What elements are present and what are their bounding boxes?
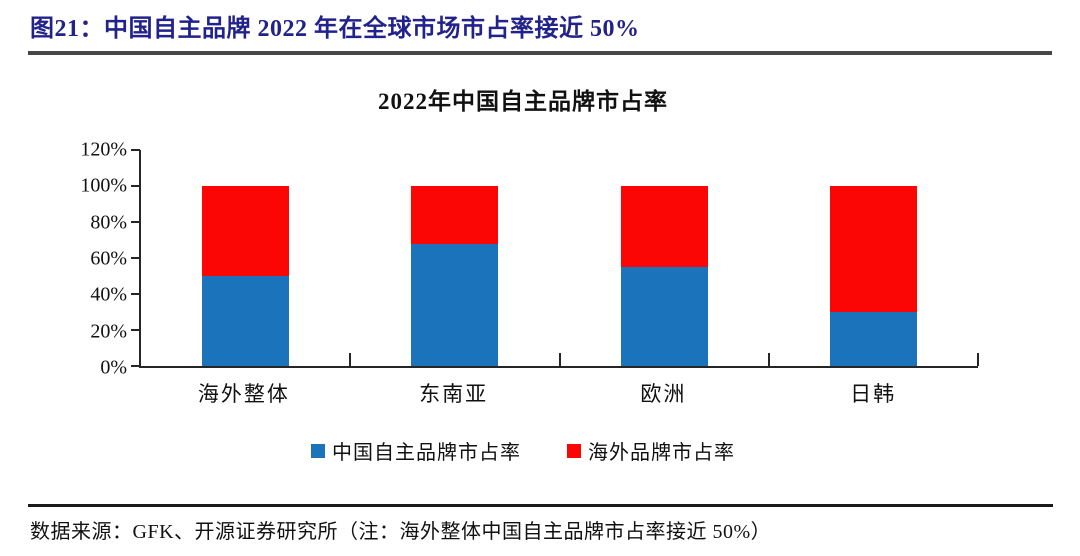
source-footer: 数据来源：GFK、开源证券研究所（注：海外整体中国自主品牌市占率接近 50%） — [28, 504, 1053, 544]
y-tick-mark — [131, 329, 140, 332]
bar-segment — [620, 267, 708, 366]
bar-slot — [350, 150, 559, 366]
y-tick-label: 120% — [80, 138, 127, 161]
figure-header: 图21：中国自主品牌 2022 年在全球市场市占率接近 50% — [28, 4, 1052, 55]
x-category-label: 欧洲 — [640, 382, 687, 406]
y-tick-mark — [131, 185, 140, 187]
y-tick-mark — [131, 257, 140, 259]
x-category-label: 东南亚 — [419, 382, 489, 406]
bar-segment — [411, 186, 499, 244]
stacked-bar — [411, 186, 499, 366]
stacked-bar — [829, 186, 917, 366]
x-category-label: 海外整体 — [197, 382, 290, 406]
x-tick-mark — [977, 353, 979, 366]
source-text: 数据来源：GFK、开源证券研究所（注：海外整体中国自主品牌市占率接近 50%） — [30, 521, 772, 543]
bar-segment — [411, 243, 499, 366]
bar-segment — [202, 276, 290, 366]
plot-area — [131, 149, 979, 368]
y-tick-mark — [131, 293, 140, 296]
y-tick-label: 20% — [90, 320, 127, 343]
y-tick-label: 40% — [90, 283, 127, 306]
legend-item: 中国自主品牌市占率 — [311, 436, 521, 465]
x-category-label: 日韩 — [850, 382, 897, 406]
x-tick-mark — [349, 353, 352, 366]
bar-segment — [829, 312, 917, 366]
chart-legend: 中国自主品牌市占率 海外品牌市占率 — [103, 436, 943, 465]
legend-label: 海外品牌市占率 — [588, 442, 735, 464]
bar-segment — [620, 186, 708, 267]
bar-series-container — [141, 150, 978, 366]
y-tick-label: 60% — [90, 247, 127, 270]
y-tick-label: 100% — [80, 174, 127, 197]
y-tick-mark — [131, 365, 140, 367]
bar-segment — [829, 186, 917, 312]
bar-segment — [202, 186, 290, 276]
legend-swatch-icon — [567, 443, 581, 458]
bar-slot — [141, 150, 350, 366]
figure-title: 图21：中国自主品牌 2022 年在全球市场市占率接近 50% — [30, 16, 640, 42]
y-tick-label: 80% — [90, 211, 127, 234]
stacked-bar — [202, 186, 290, 366]
bar-slot — [769, 150, 978, 366]
legend-swatch-icon — [311, 443, 325, 458]
chart-title: 2022年中国自主品牌市占率 — [378, 89, 668, 114]
y-tick-label: 0% — [100, 356, 127, 379]
legend-label: 中国自主品牌市占率 — [332, 442, 521, 464]
y-tick-mark — [131, 221, 140, 224]
legend-item: 海外品牌市占率 — [567, 436, 735, 465]
x-axis-labels: 海外整体 东南亚 欧洲 日韩 — [139, 378, 978, 408]
stacked-bar — [620, 186, 708, 366]
x-tick-mark — [767, 353, 770, 366]
bar-slot — [560, 150, 769, 366]
x-tick-mark — [558, 353, 561, 366]
y-tick-mark — [131, 149, 140, 151]
